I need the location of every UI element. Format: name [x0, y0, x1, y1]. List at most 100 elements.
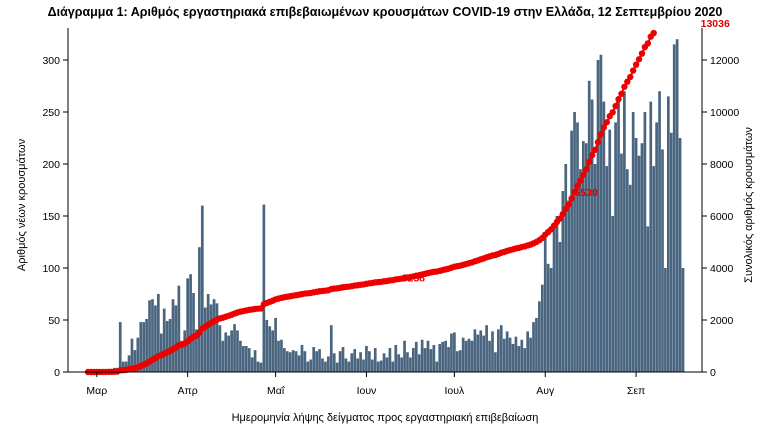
y-axis-label: Αριθμός νέων κρουσμάτων	[16, 138, 28, 271]
bar	[599, 54, 603, 373]
cumulative-point	[586, 158, 593, 166]
bar	[382, 353, 386, 372]
cumulative-point	[577, 177, 584, 184]
cumulative-point	[618, 90, 625, 98]
bar	[312, 347, 316, 372]
cumulative-point	[621, 83, 628, 90]
bar	[341, 347, 345, 372]
cumulative-series	[84, 29, 657, 376]
bar	[212, 299, 216, 372]
cumulative-point	[594, 138, 602, 146]
bar	[423, 348, 427, 372]
bar	[277, 340, 280, 372]
cumulative-point	[612, 102, 619, 110]
bar	[567, 200, 571, 372]
bar	[324, 361, 327, 372]
bar	[373, 348, 377, 372]
bar	[365, 346, 368, 372]
bar	[441, 341, 445, 372]
bar	[121, 361, 125, 372]
bar	[669, 132, 673, 372]
bar	[576, 122, 579, 373]
bar	[285, 351, 289, 372]
bar	[614, 122, 617, 373]
bar	[318, 349, 321, 372]
bar	[350, 353, 354, 372]
bar	[206, 294, 210, 372]
x-tick-label: Ιουλ	[445, 385, 465, 397]
bar	[306, 361, 310, 372]
bar	[520, 339, 524, 372]
bar	[649, 101, 653, 372]
bar	[420, 339, 424, 372]
bar	[412, 348, 415, 372]
bar	[224, 332, 228, 372]
bar	[215, 303, 219, 372]
bar	[344, 358, 348, 372]
bar	[165, 321, 169, 372]
cumulative-point	[574, 182, 581, 189]
bar	[570, 130, 573, 372]
bar	[291, 350, 295, 372]
bar	[479, 330, 483, 372]
bar	[417, 354, 421, 372]
bar	[640, 143, 644, 372]
bar	[221, 340, 225, 372]
bar	[617, 99, 620, 373]
bar-series	[95, 39, 685, 373]
bar	[579, 169, 582, 372]
bar	[118, 322, 122, 372]
bar	[388, 348, 392, 372]
bar	[658, 91, 661, 372]
annotations: 3258 6530 13036	[402, 18, 730, 284]
y2-tick-label: 2000	[710, 315, 734, 327]
y2-tick-label: 12000	[710, 55, 739, 67]
bar	[593, 164, 597, 372]
bar	[198, 247, 201, 372]
y-tick-label: 300	[42, 55, 60, 67]
bar	[499, 325, 503, 372]
bar	[438, 343, 442, 372]
cumulative-point	[615, 96, 622, 103]
bar	[209, 304, 213, 372]
bar	[681, 268, 685, 372]
bar	[338, 351, 342, 372]
bar	[315, 351, 318, 372]
bar	[514, 336, 518, 372]
bar	[453, 332, 456, 372]
bar	[271, 330, 275, 372]
bar	[540, 284, 544, 372]
bar	[244, 346, 248, 372]
bar	[327, 356, 330, 372]
bar	[497, 329, 500, 372]
cumulative-point	[580, 171, 587, 179]
x-tick-label: Σεπ	[627, 385, 645, 397]
bar	[397, 354, 401, 372]
bar	[256, 361, 260, 372]
bar	[192, 292, 195, 372]
cumulative-point	[588, 151, 596, 159]
bar	[394, 344, 398, 372]
x-tick-label: Μαΐ	[267, 385, 285, 397]
bar	[584, 143, 588, 372]
bar	[505, 331, 509, 372]
bar	[376, 361, 380, 372]
cumulative-point	[565, 201, 572, 208]
bar	[643, 112, 647, 372]
bar	[195, 329, 198, 372]
bar	[602, 101, 606, 372]
bar	[587, 80, 591, 373]
bar	[300, 344, 304, 372]
cumulative-point	[644, 40, 652, 47]
bar	[517, 346, 521, 372]
x-tick-label: Αυγ	[536, 385, 555, 397]
bar	[329, 325, 333, 372]
y2-tick-label: 10000	[710, 107, 739, 119]
bar	[262, 204, 266, 372]
bar	[414, 341, 418, 372]
chart-title: Διάγραμμα 1: Αριθμός εργαστηριακά επιβεβ…	[48, 5, 723, 19]
bar	[555, 216, 559, 372]
bar	[309, 359, 313, 372]
bar	[203, 307, 207, 372]
cumulative-point	[650, 29, 657, 37]
